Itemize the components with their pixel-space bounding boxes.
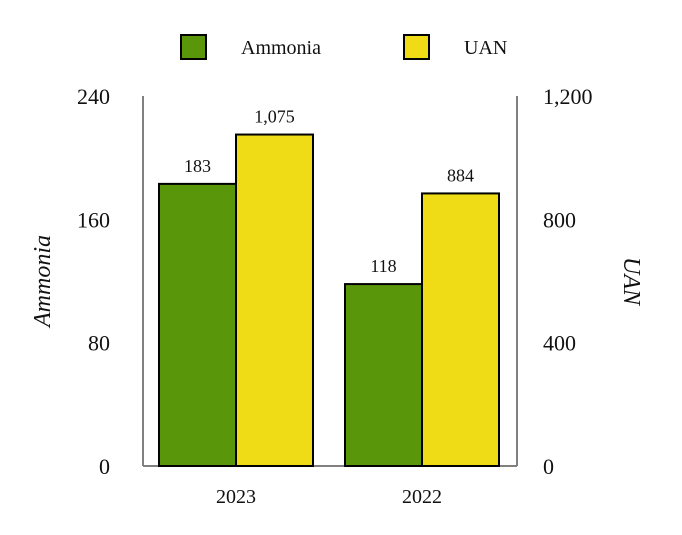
legend-swatch-ammonia bbox=[180, 34, 207, 60]
bar-ammonia-2023 bbox=[158, 182, 237, 467]
data-label-ammonia-2022: 118 bbox=[370, 256, 396, 276]
bar-uan-2022 bbox=[421, 192, 500, 468]
left-tick-label: 160 bbox=[77, 207, 110, 232]
bar-ammonia-2022 bbox=[344, 283, 423, 468]
data-label-uan-2022: 884 bbox=[447, 165, 474, 185]
right-tick-label: 1,200 bbox=[543, 84, 593, 109]
right-tick-label: 400 bbox=[543, 331, 576, 356]
legend-swatch-uan bbox=[403, 34, 430, 60]
x-category-label: 2023 bbox=[216, 486, 256, 508]
left-tick-label: 240 bbox=[77, 84, 110, 109]
left-tick-label: 0 bbox=[99, 454, 110, 479]
right-axis-title: UAN bbox=[618, 257, 644, 307]
data-label-ammonia-2023: 183 bbox=[184, 156, 211, 176]
bar-uan-2023 bbox=[235, 133, 314, 468]
data-label-uan-2023: 1,075 bbox=[254, 107, 295, 127]
x-category-label: 2022 bbox=[402, 486, 442, 508]
left-tick-label: 80 bbox=[88, 331, 110, 356]
right-tick-label: 800 bbox=[543, 207, 576, 232]
legend-label-ammonia: Ammonia bbox=[241, 37, 321, 59]
legend-label-uan: UAN bbox=[464, 37, 507, 59]
right-tick-label: 0 bbox=[543, 454, 554, 479]
left-axis-title: Ammonia bbox=[30, 235, 56, 329]
